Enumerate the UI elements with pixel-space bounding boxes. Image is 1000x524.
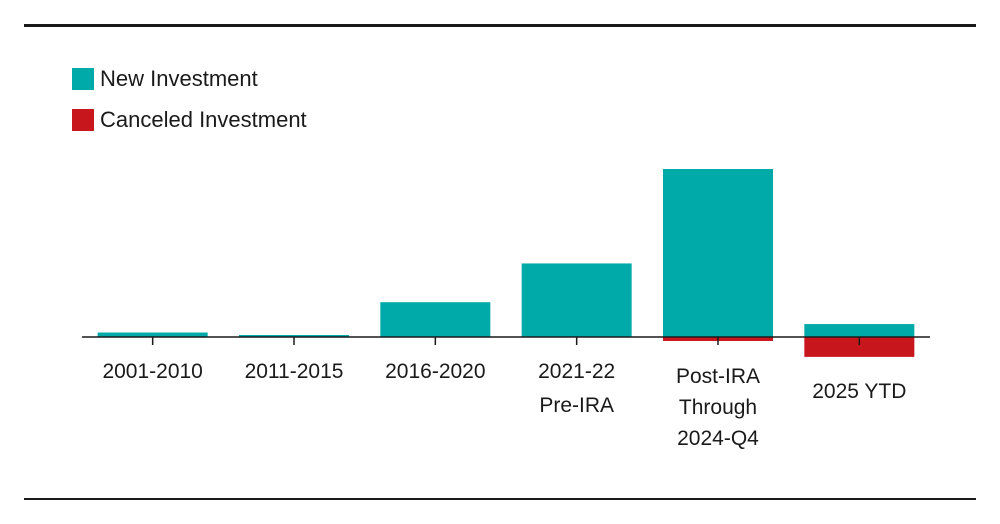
legend-item-new-investment: New Investment	[72, 62, 307, 96]
top-rule	[24, 24, 976, 27]
x-tick-label-0-0: 2001-2010	[102, 360, 202, 383]
bar-new-1	[239, 335, 349, 337]
bar-new-4	[663, 169, 773, 337]
bar-canceled-5	[804, 337, 915, 357]
x-tick-label-4-0: Post-IRA	[676, 365, 760, 388]
x-tick-label-4-2: 2024-Q4	[677, 427, 759, 450]
bar-new-2	[380, 302, 491, 337]
legend-label-new-investment: New Investment	[100, 66, 258, 91]
x-tick-label-5-0: 2025 YTD	[812, 380, 906, 403]
bar-new-3	[521, 263, 632, 337]
x-tick-label-3-0: 2021-22	[538, 360, 615, 383]
bar-new-0	[97, 332, 208, 337]
bottom-rule	[24, 498, 976, 500]
x-tick-label-1-0: 2011-2015	[245, 360, 344, 383]
legend-label-canceled-investment: Canceled Investment	[100, 107, 307, 132]
legend-item-canceled-investment: Canceled Investment	[72, 103, 307, 137]
legend-swatch-new-investment	[72, 68, 94, 90]
x-tick-label-3-1: Pre-IRA	[539, 394, 614, 417]
legend-swatch-canceled-investment	[72, 109, 94, 131]
x-tick-label-2-0: 2016-2020	[385, 360, 485, 383]
bar-new-5	[804, 324, 915, 337]
legend: New Investment Canceled Investment	[72, 62, 307, 144]
x-tick-label-4-1: Through	[679, 396, 757, 419]
